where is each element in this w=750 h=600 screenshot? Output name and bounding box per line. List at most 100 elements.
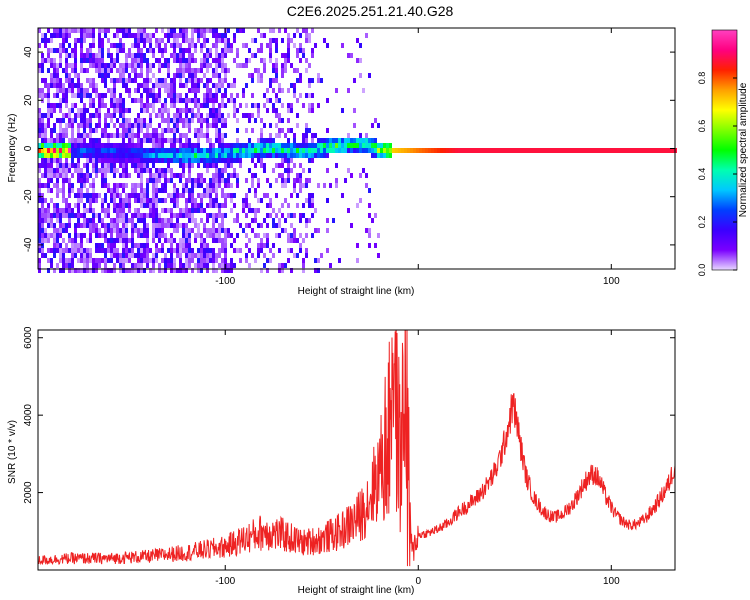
spectrogram-cell bbox=[95, 173, 98, 178]
spectrogram-cell bbox=[185, 233, 188, 238]
spectrogram-cell bbox=[203, 188, 206, 193]
spectrogram-cell bbox=[509, 148, 512, 153]
spectrogram-cell bbox=[149, 38, 152, 43]
spectrogram-cell bbox=[419, 148, 422, 153]
spectrogram-cell bbox=[170, 253, 173, 258]
spectrogram-cell bbox=[293, 133, 296, 138]
spectrogram-cell bbox=[368, 138, 371, 143]
spectrogram-cell bbox=[125, 33, 128, 38]
spectrogram-cell bbox=[149, 158, 152, 163]
spectrogram-cell bbox=[377, 153, 380, 158]
spectrogram-cell bbox=[38, 233, 41, 238]
spectrogram-cell bbox=[50, 233, 53, 238]
spectrogram-cell bbox=[257, 73, 260, 78]
spectrogram-cell bbox=[197, 248, 200, 253]
spectrogram-cell bbox=[359, 138, 362, 143]
spectrogram-cell bbox=[503, 148, 506, 153]
spectrogram-cell bbox=[272, 168, 275, 173]
spectrogram-cell bbox=[179, 258, 182, 263]
spectrogram-cell bbox=[374, 138, 377, 143]
spectrogram-cell bbox=[182, 143, 185, 148]
spectrogram-cell bbox=[296, 153, 299, 158]
spectrogram-cell bbox=[257, 103, 260, 108]
spectrogram-cell bbox=[218, 73, 221, 78]
spectrogram-cell bbox=[224, 268, 227, 273]
spectrogram-cell bbox=[182, 53, 185, 58]
spectrogram-cell bbox=[125, 158, 128, 163]
spectrogram-cell bbox=[38, 93, 41, 98]
spectrogram-cell bbox=[98, 33, 101, 38]
spectrogram-cell bbox=[137, 168, 140, 173]
spectrogram-cell bbox=[221, 38, 224, 43]
spectrogram-cell bbox=[89, 198, 92, 203]
spectrogram-cell bbox=[86, 158, 89, 163]
spectrogram-cell bbox=[671, 148, 674, 153]
spectrogram-cell bbox=[95, 163, 98, 168]
spectrogram-cell bbox=[317, 138, 320, 143]
spectrogram-cell bbox=[74, 53, 77, 58]
spectrogram-cell bbox=[107, 248, 110, 253]
spectrogram-cell bbox=[110, 58, 113, 63]
spectrogram-cell bbox=[50, 48, 53, 53]
spectrogram-cell bbox=[218, 138, 221, 143]
spectrogram-cell bbox=[353, 78, 356, 83]
spectrogram-cell bbox=[116, 193, 119, 198]
spectrogram-cell bbox=[341, 43, 344, 48]
spectrogram-cell bbox=[62, 93, 65, 98]
spectrogram-cell bbox=[173, 143, 176, 148]
colorbar-tick-label: 0.2 bbox=[697, 216, 707, 229]
spectrogram-cell bbox=[59, 173, 62, 178]
spectrogram-cell bbox=[335, 178, 338, 183]
spectrogram-cell bbox=[173, 258, 176, 263]
spectrogram-cell bbox=[44, 143, 47, 148]
spectrogram-cell bbox=[98, 148, 101, 153]
spectrogram-cell bbox=[287, 258, 290, 263]
spectrogram-cell bbox=[287, 248, 290, 253]
spectrogram-cell bbox=[212, 223, 215, 228]
spectrogram-cell bbox=[56, 208, 59, 213]
spectrogram-cell bbox=[212, 253, 215, 258]
spectrogram-cell bbox=[359, 133, 362, 138]
spectrogram-cell bbox=[110, 53, 113, 58]
spectrogram-cell bbox=[119, 228, 122, 233]
spectrogram-cell bbox=[200, 153, 203, 158]
spectrogram-cell bbox=[59, 268, 62, 273]
spectrogram-cell bbox=[89, 133, 92, 138]
spectrogram-cell bbox=[425, 148, 428, 153]
spectrogram-cell bbox=[167, 168, 170, 173]
spectrogram-cell bbox=[86, 268, 89, 273]
spectrogram-cell bbox=[254, 68, 257, 73]
spectrogram-cell bbox=[182, 133, 185, 138]
spectrogram-cell bbox=[131, 238, 134, 243]
spectrogram-cell bbox=[221, 268, 224, 273]
spectrogram-cell bbox=[59, 148, 62, 153]
spectrogram-cell bbox=[95, 233, 98, 238]
spectrogram-cell bbox=[113, 143, 116, 148]
spectrogram-cell bbox=[110, 228, 113, 233]
spectrogram-cell bbox=[215, 58, 218, 63]
spectrogram-cell bbox=[317, 73, 320, 78]
spectrogram-cell bbox=[125, 63, 128, 68]
spectrogram-cell bbox=[209, 113, 212, 118]
spectrogram-cell bbox=[524, 148, 527, 153]
spectrogram-cell bbox=[86, 168, 89, 173]
spectrogram-cell bbox=[215, 218, 218, 223]
spectrogram-cell bbox=[131, 183, 134, 188]
spectrogram-cell bbox=[122, 228, 125, 233]
spectrogram-cell bbox=[41, 153, 44, 158]
spectrogram-cell bbox=[173, 153, 176, 158]
spectrogram-cell bbox=[368, 148, 371, 153]
spectrogram-cell bbox=[488, 148, 491, 153]
spectrogram-cell bbox=[104, 158, 107, 163]
spectrogram-cell bbox=[53, 238, 56, 243]
spectrogram-cell bbox=[194, 203, 197, 208]
spectrogram-cell bbox=[329, 183, 332, 188]
spectrogram-cell bbox=[38, 223, 41, 228]
spectrogram-cell bbox=[281, 68, 284, 73]
spectrogram-cell bbox=[164, 88, 167, 93]
spectrogram-cell bbox=[167, 28, 170, 33]
spectrogram-cell bbox=[305, 143, 308, 148]
spectrogram-cell bbox=[257, 198, 260, 203]
spectrogram-cell bbox=[92, 223, 95, 228]
spectrogram-cell bbox=[128, 173, 131, 178]
